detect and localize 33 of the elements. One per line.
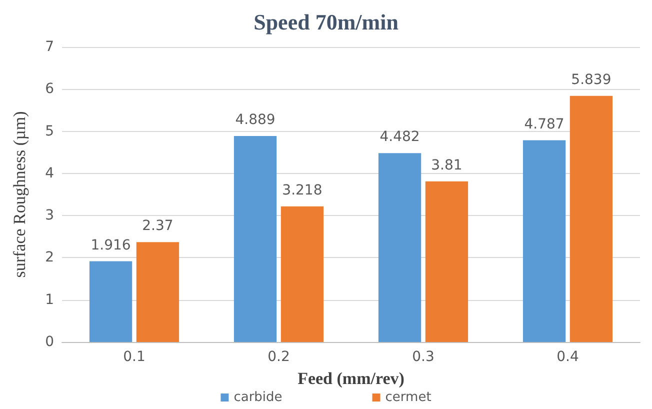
- bar: [425, 181, 468, 342]
- y-tick-label: 7: [45, 39, 54, 55]
- data-label: 4.482: [380, 129, 420, 146]
- y-tick-label: 6: [45, 81, 54, 98]
- data-label: 3.218: [282, 182, 322, 198]
- bar: [570, 96, 613, 342]
- x-tick-label: 0.3: [412, 349, 434, 365]
- data-label: 5.839: [571, 72, 612, 88]
- bar: [280, 206, 324, 342]
- data-label: 4.889: [235, 112, 276, 128]
- x-tick-label: 0.2: [268, 349, 290, 365]
- data-label: 2.37: [142, 218, 174, 234]
- legend-label: carbide: [234, 390, 282, 405]
- bar: [89, 261, 132, 342]
- chart-title: Speed 70m/min: [254, 10, 398, 34]
- y-tick-label: 3: [45, 208, 54, 224]
- y-tick-label: 1: [45, 292, 54, 308]
- legend-label: cermet: [385, 390, 432, 405]
- y-tick-label: 4: [45, 165, 54, 182]
- data-label: 3.81: [431, 157, 462, 174]
- bar: [522, 140, 566, 342]
- x-tick-label: 0.1: [123, 349, 146, 365]
- bar: [234, 136, 277, 342]
- y-tick-label: 5: [45, 123, 54, 140]
- y-tick-label: 0: [45, 334, 54, 350]
- y-axis-title: surface Roughness (µm): [10, 111, 29, 278]
- bar: [136, 242, 180, 342]
- x-tick-label: 0.4: [556, 349, 579, 365]
- y-tick-label: 2: [45, 250, 54, 266]
- x-axis-title: Feed (mm/rev): [298, 369, 404, 388]
- bar: [378, 153, 422, 342]
- data-label: 4.787: [524, 116, 564, 132]
- data-label: 1.916: [90, 237, 131, 254]
